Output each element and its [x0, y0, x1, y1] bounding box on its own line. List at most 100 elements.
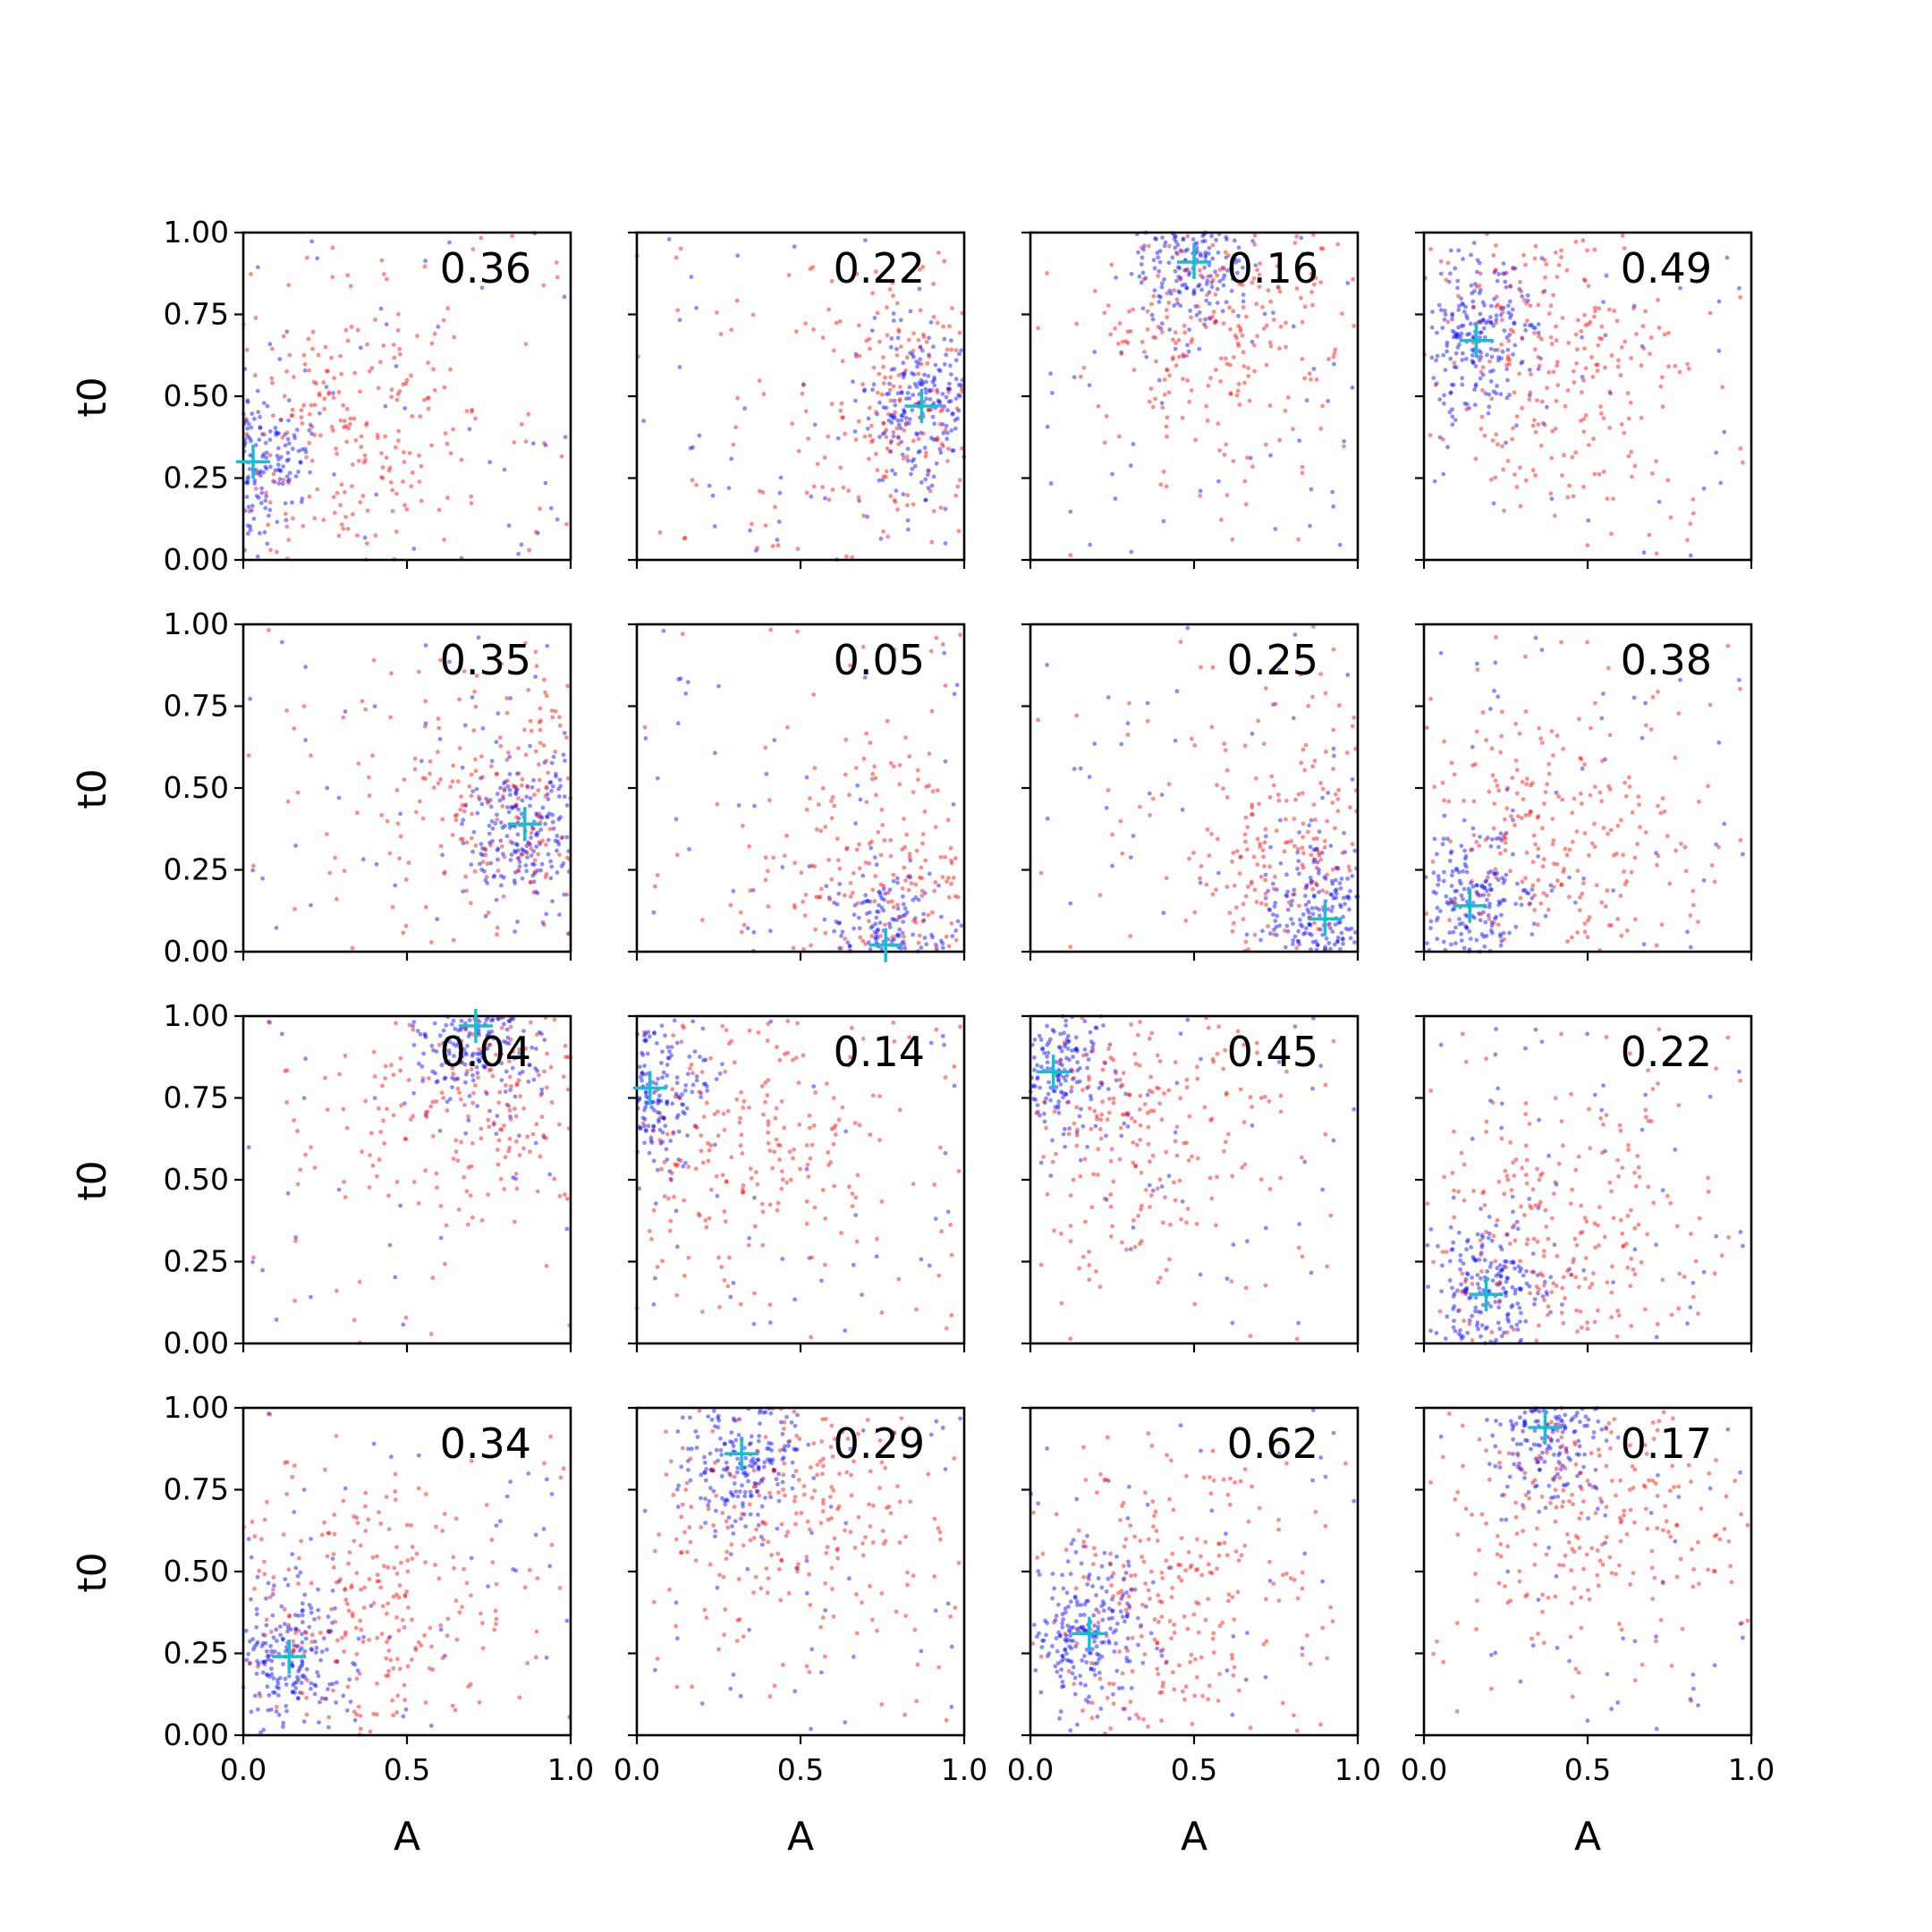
- scatter-point: [1242, 743, 1248, 749]
- scatter-point: [1078, 374, 1083, 379]
- scatter-panels: 0.000.250.500.751.000.36 0.22 0.16 0.490.00…: [164, 215, 1775, 1787]
- scatter-point: [911, 348, 916, 353]
- scatter-point: [921, 335, 927, 339]
- scatter-point: [884, 405, 889, 411]
- scatter-point: [1258, 874, 1264, 879]
- scatter-point: [1526, 891, 1531, 896]
- scatter-point: [1233, 259, 1239, 265]
- scatter-point: [1064, 1055, 1069, 1061]
- scatter-point: [1205, 278, 1210, 284]
- scatter-point: [1240, 333, 1245, 338]
- scatter-point: [402, 1136, 408, 1141]
- scatter-point: [943, 541, 948, 546]
- scatter-point: [642, 1063, 647, 1068]
- scatter-point: [1267, 931, 1273, 936]
- scatter-point: [450, 1075, 454, 1080]
- scatter-point: [907, 852, 912, 857]
- scatter-point: [505, 784, 511, 789]
- scatter-point: [729, 1155, 734, 1160]
- scatter-point: [1485, 352, 1489, 358]
- scatter-point: [329, 355, 334, 360]
- scatter-point: [1335, 242, 1341, 247]
- scatter-point: [1166, 260, 1172, 266]
- scatter-point: [1224, 442, 1229, 447]
- scatter-point: [803, 409, 809, 414]
- scatter-point: [1455, 335, 1461, 340]
- scatter-point: [914, 848, 919, 853]
- scatter-point: [1268, 453, 1273, 458]
- scatter-point: [1488, 369, 1493, 374]
- scatter-point: [483, 913, 488, 919]
- scatter-point: [1479, 883, 1485, 888]
- scatter-point: [453, 1138, 459, 1143]
- scatter-point: [1210, 314, 1216, 319]
- scatter-point: [1450, 328, 1455, 334]
- scatter-point: [462, 669, 467, 674]
- scatter-point: [1328, 843, 1334, 849]
- scatter-point: [419, 758, 424, 764]
- scatter-point: [565, 1055, 571, 1060]
- scatter-point: [1267, 403, 1273, 408]
- scatter-point: [1331, 504, 1336, 509]
- scatter-point: [1248, 455, 1253, 461]
- scatter-point: [729, 327, 733, 333]
- scatter-point: [893, 471, 898, 477]
- scatter-point: [655, 1265, 660, 1269]
- scatter-point: [258, 501, 264, 505]
- scatter-point: [916, 777, 920, 782]
- scatter-point: [277, 468, 283, 473]
- scatter-point: [1157, 300, 1162, 304]
- scatter-point: [1432, 784, 1436, 790]
- scatter-point: [881, 364, 886, 369]
- scatter-point: [1487, 917, 1492, 921]
- scatter-point: [944, 394, 949, 400]
- scatter-point: [854, 271, 860, 276]
- scatter-point: [1714, 1233, 1719, 1239]
- scatter-point: [710, 493, 716, 498]
- scatter-point: [329, 424, 335, 429]
- scatter-point: [1460, 301, 1465, 306]
- scatter-point: [1330, 881, 1335, 886]
- scatter-point: [945, 408, 950, 413]
- scatter-point: [1078, 1174, 1083, 1179]
- scatter-point: [850, 1204, 855, 1208]
- scatter-point: [900, 886, 905, 891]
- scatter-point: [1325, 818, 1330, 824]
- scatter-point: [1225, 268, 1230, 273]
- scatter-point: [941, 324, 945, 329]
- scatter-point: [1334, 792, 1338, 797]
- scatter-point: [396, 311, 401, 317]
- scatter-point: [1553, 250, 1558, 255]
- scatter-point: [876, 927, 880, 932]
- scatter-point: [1175, 265, 1181, 270]
- scatter-point: [954, 406, 960, 411]
- scatter-point: [268, 547, 273, 553]
- scatter-point: [1298, 922, 1303, 928]
- scatter-point: [1580, 390, 1584, 394]
- scatter-point: [243, 417, 249, 421]
- scatter-point: [1551, 292, 1555, 298]
- scatter-point: [1207, 290, 1212, 295]
- scatter-point: [1480, 372, 1486, 377]
- scatter-point: [276, 457, 281, 462]
- scatter-point: [719, 1265, 724, 1269]
- scatter-point: [514, 1082, 520, 1088]
- scatter-point: [1109, 262, 1114, 267]
- scatter-point: [515, 771, 520, 776]
- scatter-point: [324, 369, 329, 374]
- scatter-point: [448, 367, 453, 372]
- scatter-point: [495, 925, 500, 930]
- scatter-point: [1343, 926, 1349, 931]
- scatter-point: [479, 775, 483, 781]
- scatter-point: [408, 1117, 413, 1122]
- scatter-point: [1601, 416, 1606, 420]
- scatter-point: [740, 1190, 745, 1195]
- scatter-point: [879, 946, 885, 952]
- scatter-point: [665, 1073, 670, 1078]
- scatter-point: [826, 895, 832, 900]
- scatter-point: [1284, 798, 1289, 803]
- scatter-point: [1142, 350, 1147, 354]
- scatter-point: [537, 1072, 541, 1078]
- scatter-point: [1532, 256, 1538, 261]
- scatter-point: [1301, 747, 1306, 752]
